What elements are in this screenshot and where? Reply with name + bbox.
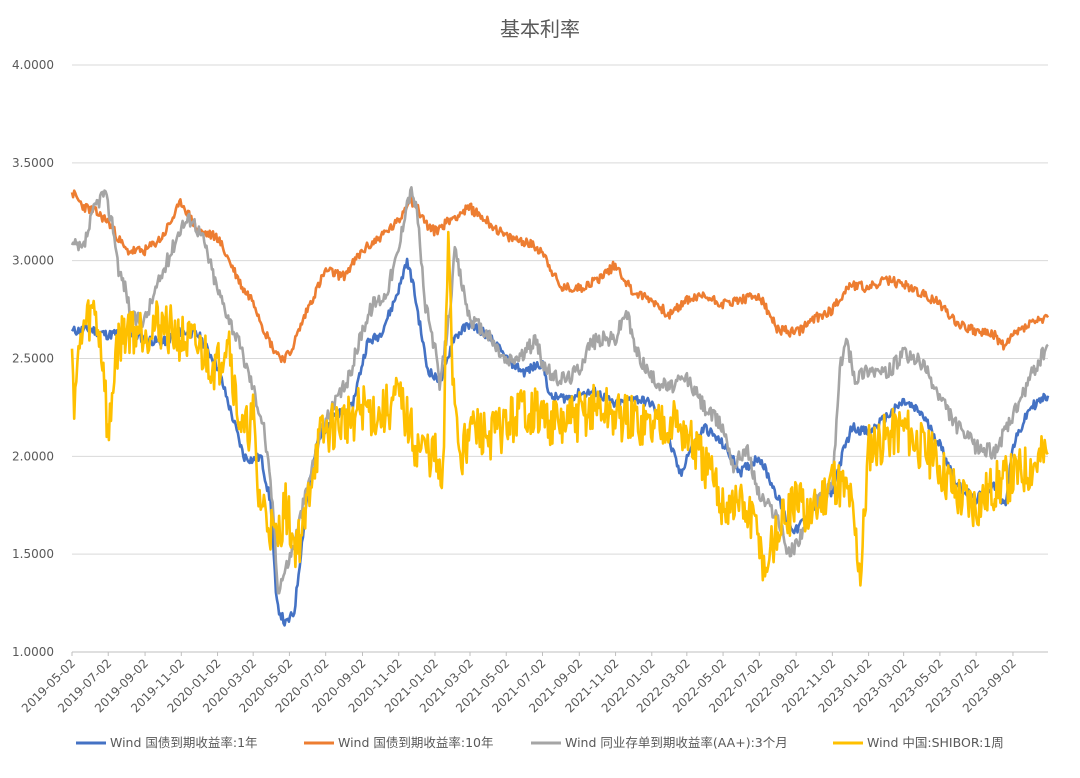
legend-label: Wind 国债到期收益率:1年	[110, 735, 258, 750]
series-line	[70, 186, 1049, 595]
y-tick-label: 3.5000	[12, 156, 54, 170]
y-tick-label: 1.5000	[12, 547, 54, 561]
legend-label: Wind 同业存单到期收益率(AA+):3个月	[565, 735, 788, 750]
series-line	[70, 189, 1050, 364]
legend-item: Wind 中国:SHIBOR:1周	[833, 735, 1004, 750]
chart-title: 基本利率	[500, 17, 580, 41]
legend-label: Wind 中国:SHIBOR:1周	[867, 735, 1004, 750]
y-tick-label: 4.0000	[12, 58, 54, 72]
legend: Wind 国债到期收益率:1年 Wind 国债到期收益率:10年 Wind 同业存单…	[76, 735, 1004, 750]
y-tick-label: 1.0000	[12, 645, 54, 659]
y-tick-label: 3.0000	[12, 254, 54, 268]
legend-item: Wind 同业存单到期收益率(AA+):3个月	[531, 735, 788, 750]
y-tick-label: 2.5000	[12, 352, 54, 366]
y-tick-label: 2.0000	[12, 449, 54, 463]
grid-layer	[72, 64, 1048, 653]
legend-label: Wind 国债到期收益率:10年	[338, 735, 494, 750]
series-layer	[70, 186, 1050, 627]
legend-item: Wind 国债到期收益率:10年	[304, 735, 494, 750]
series-line	[70, 230, 1049, 587]
legend-item: Wind 国债到期收益率:1年	[76, 735, 258, 750]
